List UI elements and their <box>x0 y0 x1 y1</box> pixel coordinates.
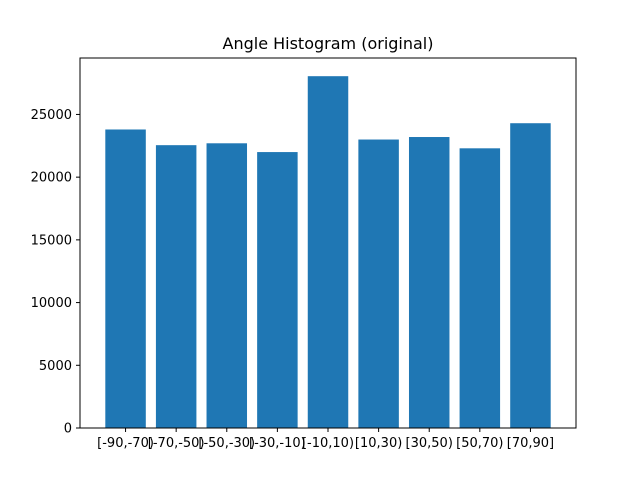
bar-3 <box>257 152 298 428</box>
bar-6 <box>408 137 450 428</box>
x-tick-label-8: [70,90] <box>507 436 554 451</box>
y-axis: 0 5000 10000 15000 20000 25000 <box>31 108 80 437</box>
bar-5 <box>358 139 399 428</box>
y-tick-label-1: 5000 <box>39 359 72 374</box>
y-tick-label-4: 20000 <box>31 171 72 186</box>
x-tick-label-7: [50,70) <box>456 436 503 451</box>
y-tick-label-2: 10000 <box>31 296 72 311</box>
x-tick-label-4: [-10,10) <box>302 436 354 451</box>
plot-frame <box>79 57 577 429</box>
x-tick-label-5: [10,30) <box>355 436 402 451</box>
bar-4 <box>307 76 349 428</box>
bar-7 <box>459 148 501 428</box>
bar-2 <box>206 143 248 429</box>
bar-1 <box>155 145 197 429</box>
x-tick-label-1: [-70,-50) <box>148 436 205 451</box>
bars-group <box>105 76 551 429</box>
y-tick-label-3: 15000 <box>31 233 72 248</box>
x-tick-label-3: [-30,-10) <box>249 436 306 451</box>
bar-0 <box>105 129 146 429</box>
chart-title: Angle Histogram (original) <box>223 34 434 53</box>
x-tick-label-0: [-90,-70) <box>97 436 154 451</box>
y-tick-label-0: 0 <box>64 422 72 437</box>
x-tick-label-6: [30,50) <box>406 436 453 451</box>
bar-8 <box>510 123 551 428</box>
y-tick-label-5: 25000 <box>31 108 72 123</box>
x-tick-label-2: [-50,-30) <box>198 436 255 451</box>
x-axis: [-90,-70)[-70,-50)[-50,-30)[-30,-10)[-10… <box>97 428 554 451</box>
